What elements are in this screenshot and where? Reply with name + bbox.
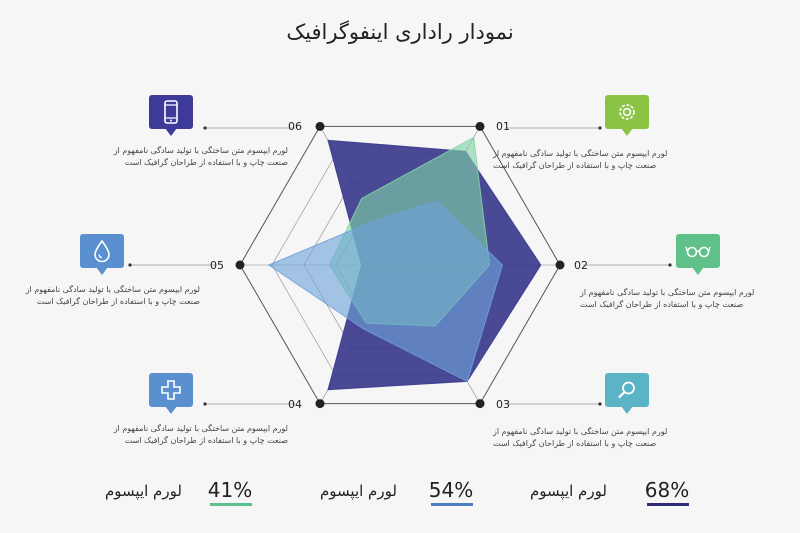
vertex-dot-03 (475, 399, 485, 409)
connector-end-04 (203, 402, 207, 406)
stat-1-label: لورم ایپسوم (530, 482, 607, 500)
stat-3-underline (210, 503, 252, 506)
mobile-phone-icon (149, 95, 193, 129)
callout-01 (605, 95, 649, 139)
description-06: لورم ایپسوم متن ساختگی با تولید سادگی نا… (113, 146, 288, 167)
vertex-dot-06 (315, 121, 325, 131)
vertex-dot-05 (235, 260, 245, 270)
connector-end-05 (128, 263, 132, 267)
glasses-icon (676, 234, 720, 268)
description-04: لورم ایپسوم متن ساختگی با تولید سادگی نا… (113, 424, 288, 445)
stat-1-underline (647, 503, 689, 506)
vertex-dot-02 (555, 260, 565, 270)
axis-label-05: 05 (210, 259, 224, 272)
axis-label-06: 06 (288, 120, 302, 133)
gear-icon (605, 95, 649, 129)
medical-cross-icon (149, 373, 193, 407)
axis-label-04: 04 (288, 398, 302, 411)
stat-1: لورم ایپسوم 68% (530, 478, 700, 508)
connector-end-06 (203, 126, 207, 130)
description-01: لورم ایپسوم متن ساختگی با تولید سادگی نا… (493, 149, 668, 170)
connector-end-01 (598, 126, 602, 130)
axis-label-01: 01 (496, 120, 510, 133)
description-03: لورم ایپسوم متن ساختگی با تولید سادگی نا… (493, 427, 668, 448)
series-3-area (267, 200, 503, 383)
stat-2-percent: 54% (428, 478, 474, 502)
axis-label-03: 03 (496, 398, 510, 411)
water-drop-icon (80, 234, 124, 268)
stat-1-percent: 68% (644, 478, 690, 502)
callout-04 (149, 373, 193, 417)
stat-3-percent: 41% (207, 478, 253, 502)
stat-2-label: لورم ایپسوم (320, 482, 397, 500)
axis-label-02: 02 (574, 259, 588, 272)
vertex-dot-04 (315, 399, 325, 409)
vertex-dot-01 (475, 121, 485, 131)
stat-3: لورم ایپسوم 41% (100, 478, 270, 508)
stat-2-underline (431, 503, 473, 506)
stat-2: لورم ایپسوم 54% (320, 478, 490, 508)
magnifier-icon (605, 373, 649, 407)
connector-end-02 (668, 263, 672, 267)
stat-3-label: لورم ایپسوم (105, 482, 182, 500)
chart-title: نمودار راداری اینفوگرافیک (286, 20, 514, 44)
callout-06 (149, 95, 193, 139)
callout-02 (676, 234, 720, 278)
description-05: لورم ایپسوم متن ساختگی با تولید سادگی نا… (25, 285, 200, 306)
description-02: لورم ایپسوم متن ساختگی با تولید سادگی نا… (580, 288, 755, 309)
connector-end-03 (598, 402, 602, 406)
callout-03 (605, 373, 649, 417)
callout-05 (80, 234, 124, 278)
